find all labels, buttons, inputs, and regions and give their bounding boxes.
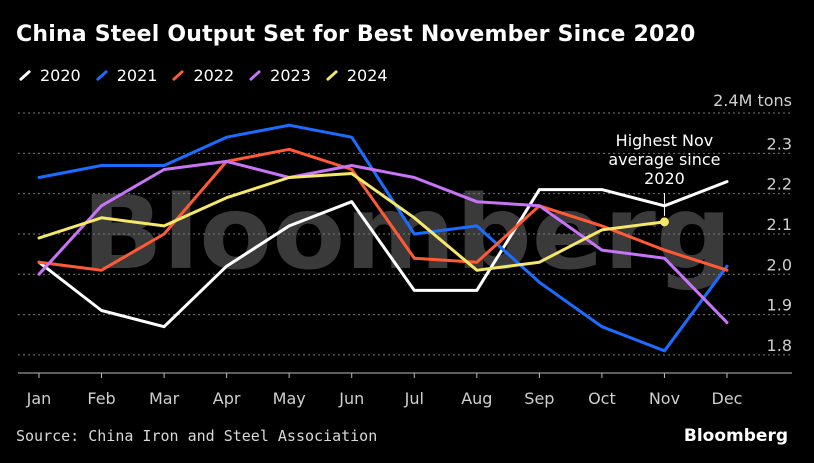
- x-tick-label-may: May: [273, 389, 306, 408]
- legend-item-2024: 2024: [325, 66, 388, 85]
- y-tick-label: 2.3: [767, 134, 792, 153]
- annotation-text-line: Highest Nov: [616, 131, 714, 150]
- x-tick-label-jan: Jan: [26, 389, 52, 408]
- x-tick-label-aug: Aug: [461, 389, 492, 408]
- series-line-2023: [37, 159, 729, 325]
- legend-label: 2022: [193, 66, 235, 85]
- x-tick-label-jun: Jun: [338, 389, 364, 408]
- legend-label: 2021: [116, 66, 158, 85]
- y-tick-label: 1.9: [767, 296, 792, 315]
- y-tick-label: 2.2: [767, 175, 792, 194]
- legend-item-2022: 2022: [171, 66, 234, 85]
- x-tick-label-apr: Apr: [213, 389, 241, 408]
- x-tick-label-oct: Oct: [588, 389, 616, 408]
- source-note: Source: China Iron and Steel Association: [16, 427, 378, 445]
- legend-item-2021: 2021: [95, 66, 158, 85]
- legend-label: 2020: [40, 66, 81, 85]
- x-tick-label-dec: Dec: [712, 389, 743, 408]
- y-tick-label: 2.0: [767, 255, 792, 274]
- x-tick-label-jul: Jul: [404, 389, 424, 408]
- legend-item-2020: 2020: [18, 66, 81, 85]
- legend-label: 2023: [270, 66, 311, 85]
- y-unit-label: 2.4M tons: [713, 91, 792, 110]
- brand-logo: Bloomberg: [683, 426, 788, 446]
- annotation-text-line: average since: [608, 150, 720, 169]
- legend-item-2023: 2023: [248, 66, 311, 85]
- series-line-2020: [37, 180, 729, 329]
- y-tick-label: 2.1: [767, 215, 792, 234]
- y-tick-label: 1.8: [767, 336, 792, 355]
- legend-label: 2024: [346, 66, 388, 85]
- x-tick-label-nov: Nov: [649, 389, 680, 408]
- x-tick-label-feb: Feb: [87, 389, 115, 408]
- series-line-2024: [37, 172, 666, 272]
- annotation-text-line: 2020: [644, 169, 685, 188]
- x-tick-label-sep: Sep: [524, 389, 554, 408]
- chart-title: China Steel Output Set for Best November…: [16, 22, 696, 47]
- annotation-marker: [659, 217, 669, 227]
- x-tick-label-mar: Mar: [149, 389, 180, 408]
- chart-legend: 2020 2021 2022 2023 2024: [18, 66, 402, 85]
- series-line-2021: [37, 123, 729, 353]
